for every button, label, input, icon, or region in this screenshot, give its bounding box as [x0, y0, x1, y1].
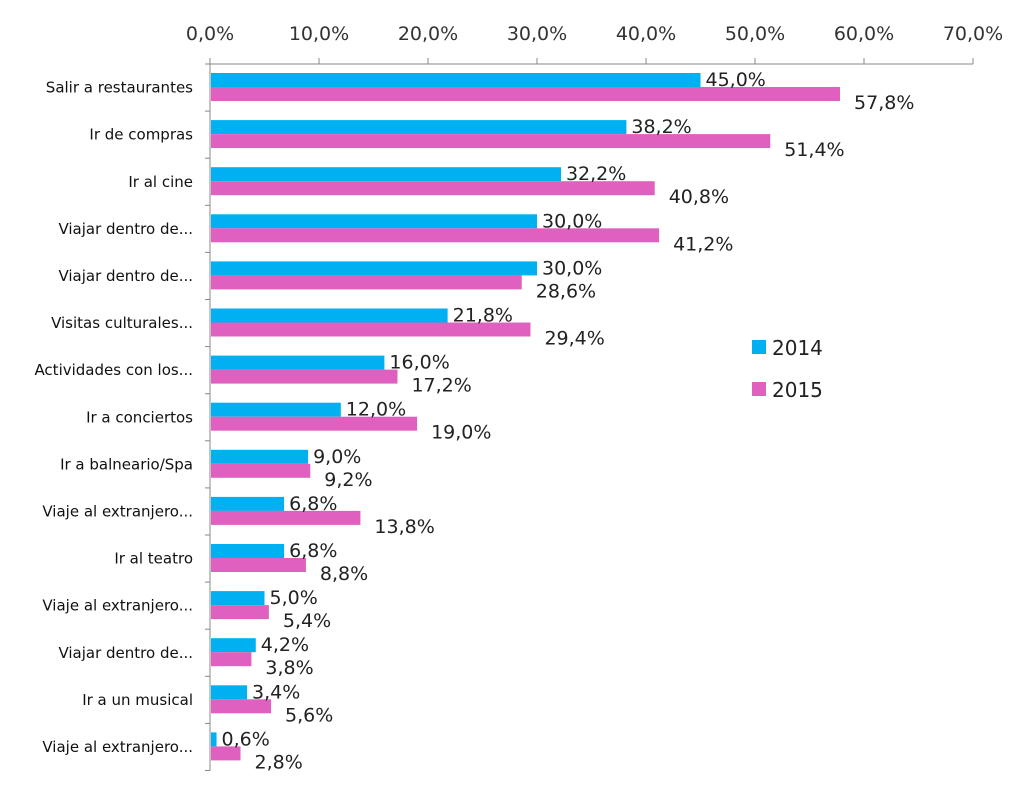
bar-2015	[211, 510, 361, 525]
bar-2014	[211, 308, 448, 323]
category-label: Ir a balneario/Spa	[60, 455, 193, 473]
data-label-2015: 40,8%	[669, 186, 729, 208]
bar-2014	[211, 214, 537, 229]
legend-label-2014: 2014	[772, 336, 823, 360]
data-label-2014: 6,8%	[289, 540, 337, 562]
category-label: Ir a conciertos	[86, 408, 193, 426]
data-label-2015: 41,2%	[673, 233, 733, 255]
bar-2015	[211, 275, 522, 290]
x-tick-label: 20,0%	[398, 23, 458, 45]
bar-2014	[211, 685, 248, 700]
data-label-2015: 19,0%	[431, 422, 491, 444]
data-label-2015: 9,2%	[324, 469, 372, 491]
x-tick-label: 30,0%	[507, 23, 567, 45]
bar-2015	[211, 652, 252, 667]
legend-label-2015: 2015	[772, 378, 823, 402]
bar-2014	[211, 449, 309, 464]
bar-2015	[211, 134, 771, 149]
data-label-2015: 2,8%	[255, 751, 303, 773]
bar-2014	[211, 544, 285, 558]
bar-2015	[211, 87, 841, 101]
bar-2014	[211, 261, 537, 276]
bar-2015	[211, 699, 272, 714]
category-label: Actividades con los...	[34, 361, 193, 379]
bar-2015	[211, 605, 269, 620]
data-label-2015: 28,6%	[536, 280, 596, 302]
bar-2015	[211, 463, 311, 478]
data-label-2014: 45,0%	[706, 69, 766, 91]
data-label-2015: 29,4%	[544, 328, 604, 350]
data-label-2015: 8,8%	[320, 563, 368, 585]
data-label-2014: 0,6%	[222, 728, 270, 750]
category-label: Viaje al extranjero...	[42, 597, 193, 615]
legend-swatch-2015	[752, 382, 766, 396]
data-label-2014: 5,0%	[270, 587, 318, 609]
bar-2014	[211, 732, 217, 747]
bar-2014	[211, 120, 627, 135]
category-label: Viajar dentro de...	[58, 267, 193, 285]
data-label-2014: 32,2%	[566, 163, 626, 185]
label-layer: Salir a restaurantes Ir de compras Ir al c…	[34, 69, 914, 773]
axis-layer: 0,0% 10,0% 20,0% 30,0% 40,0% 50,0% 60,0% 70,0%	[186, 23, 1003, 771]
bar-2015	[211, 228, 660, 243]
bar-2014	[211, 167, 561, 182]
data-label-2014: 3,4%	[252, 681, 300, 703]
x-tick-label: 60,0%	[834, 23, 894, 45]
x-tick-label: 10,0%	[289, 23, 349, 45]
category-label: Ir de compras	[89, 126, 193, 144]
bar-2015	[211, 322, 531, 337]
category-label: Viajar dentro de...	[58, 644, 193, 662]
data-label-2014: 4,2%	[261, 634, 309, 656]
category-label: Salir a restaurantes	[46, 79, 193, 97]
bar-2015	[211, 558, 306, 572]
bar-2015	[211, 746, 241, 761]
data-label-2015: 3,8%	[265, 657, 313, 679]
x-tick-label: 40,0%	[616, 23, 676, 45]
data-label-2014: 30,0%	[542, 210, 602, 232]
bar-2015	[211, 416, 418, 431]
data-label-2015: 51,4%	[784, 139, 844, 161]
x-tick-label: 50,0%	[725, 23, 785, 45]
bar-2014	[211, 638, 256, 653]
x-tick-label: 0,0%	[186, 23, 234, 45]
data-label-2015: 13,8%	[374, 516, 434, 538]
bar-2015	[211, 181, 655, 196]
data-label-2015: 57,8%	[854, 92, 914, 114]
bar-2014	[211, 402, 341, 417]
bar-2014	[211, 73, 701, 87]
category-label: Visitas culturales...	[51, 314, 193, 332]
category-label: Ir al cine	[128, 173, 193, 191]
data-label-2015: 17,2%	[411, 375, 471, 397]
legend: 2014 2015	[752, 336, 823, 402]
data-label-2014: 30,0%	[542, 257, 602, 279]
category-label: Viaje al extranjero...	[42, 738, 193, 756]
bar-layer	[211, 73, 841, 761]
x-tick-label: 70,0%	[943, 23, 1003, 45]
legend-swatch-2014	[752, 340, 766, 354]
data-label-2015: 5,6%	[285, 704, 333, 726]
data-label-2014: 6,8%	[289, 493, 337, 515]
bar-2014	[211, 355, 385, 370]
data-label-2014: 16,0%	[389, 352, 449, 374]
data-label-2014: 38,2%	[631, 116, 691, 138]
category-label: Viajar dentro de...	[58, 220, 193, 238]
data-label-2014: 9,0%	[313, 446, 361, 468]
bar-2014	[211, 496, 285, 511]
category-label: Ir al teatro	[114, 550, 193, 568]
data-label-2015: 5,4%	[283, 610, 331, 632]
bar-2015	[211, 369, 398, 384]
bar-2014	[211, 591, 265, 606]
category-label: Ir a un musical	[82, 691, 193, 709]
data-label-2014: 12,0%	[346, 399, 406, 421]
category-label: Viaje al extranjero...	[42, 502, 193, 520]
data-label-2014: 21,8%	[453, 305, 513, 327]
